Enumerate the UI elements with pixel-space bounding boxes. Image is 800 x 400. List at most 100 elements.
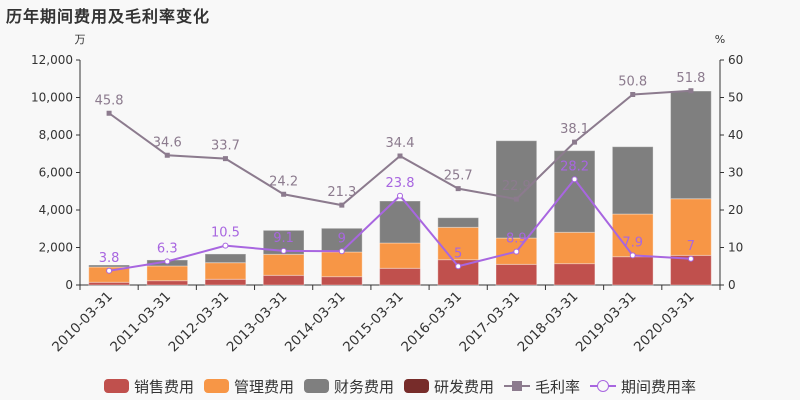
bar-segment[interactable] (379, 267, 421, 286)
bar-segment[interactable] (611, 213, 654, 258)
legend-item-admin[interactable]: 管理费用 (203, 376, 294, 397)
expense-rate-marker[interactable] (280, 247, 287, 254)
right-tick-label: 50 (728, 91, 743, 105)
bar-segment[interactable] (88, 264, 130, 268)
bar-segment[interactable] (379, 242, 421, 269)
bar-segment[interactable] (146, 265, 189, 282)
data-label: 3.8 (99, 251, 120, 266)
bar-segment[interactable] (262, 274, 305, 286)
bar-segment[interactable] (204, 262, 247, 280)
data-label: 50.8 (618, 75, 647, 90)
bar-segment[interactable] (437, 217, 480, 228)
bar-segment[interactable] (379, 200, 421, 244)
expense-rate-marker[interactable] (338, 248, 345, 255)
expense-rate-marker[interactable] (222, 242, 229, 249)
gross-margin-marker[interactable] (455, 186, 461, 192)
gross-margin-marker[interactable] (397, 153, 403, 159)
legend-label: 研发费用 (434, 377, 495, 396)
gross-margin-marker[interactable] (106, 110, 112, 116)
expense-rate-marker[interactable] (513, 248, 520, 255)
data-label: 51.8 (676, 71, 705, 86)
line-circle-marker-icon (590, 379, 617, 393)
x-tick-label: 2019-03-31 (573, 289, 640, 356)
legend-item-gross-margin[interactable]: 毛利率 (504, 376, 580, 397)
finance-swatch-icon (303, 379, 329, 393)
data-label: 34.6 (153, 135, 182, 150)
data-label: 9 (338, 231, 346, 246)
gross-margin-marker[interactable] (339, 202, 345, 208)
bar-segment[interactable] (320, 251, 363, 278)
gross-margin-marker[interactable] (513, 196, 519, 202)
expense-rate-marker[interactable] (629, 252, 636, 259)
data-label: 45.8 (95, 93, 124, 108)
left-tick-label: 4,000 (39, 203, 73, 217)
data-label: 7.9 (622, 235, 643, 250)
x-tick-label: 2010-03-31 (49, 289, 116, 356)
legend-item-finance[interactable]: 财务费用 (303, 376, 394, 397)
legend-label: 毛利率 (535, 377, 581, 396)
bar-segment[interactable] (204, 278, 247, 286)
left-tick-label: 10,000 (31, 91, 73, 105)
bar-segment[interactable] (495, 263, 538, 286)
left-tick-label: 12,000 (31, 53, 73, 67)
expense-rate-marker[interactable] (687, 255, 694, 262)
bar-segment[interactable] (611, 256, 654, 286)
bar-segment[interactable] (553, 263, 596, 286)
bar-segment[interactable] (553, 231, 596, 265)
expense-rate-marker[interactable] (571, 176, 578, 183)
chart-title: 历年期间费用及毛利率变化 (6, 7, 211, 26)
line-square-marker-icon (504, 379, 531, 393)
data-label: 23.8 (386, 176, 415, 191)
gross-margin-marker[interactable] (630, 92, 636, 97)
chart-legend: 销售费用 管理费用 财务费用 研发费用 毛利率 期间费用率 (0, 374, 800, 398)
left-unit-label: 万 (75, 33, 86, 46)
x-tick-label: 2018-03-31 (515, 289, 582, 356)
data-label: 8.9 (506, 232, 527, 247)
expense-rate-marker[interactable] (106, 267, 113, 274)
right-unit-label: % (715, 33, 725, 46)
expense-rate-marker[interactable] (164, 258, 171, 265)
legend-item-rnd[interactable]: 研发费用 (404, 376, 494, 397)
gross-margin-marker[interactable] (222, 156, 228, 162)
legend-label: 财务费用 (333, 377, 394, 396)
data-label: 5 (454, 246, 462, 261)
bar-segment[interactable] (262, 253, 305, 276)
data-label: 25.7 (444, 169, 473, 184)
data-label: 24.2 (269, 174, 298, 189)
data-label: 34.4 (386, 136, 415, 151)
bar-segment[interactable] (320, 276, 363, 286)
right-tick-label: 40 (728, 128, 743, 142)
right-tick-label: 60 (728, 53, 743, 67)
gross-margin-marker[interactable] (688, 88, 694, 94)
legend-label: 期间费用率 (621, 377, 697, 396)
right-tick-label: 20 (728, 203, 743, 217)
bar-segment[interactable] (437, 226, 480, 261)
bar-segment[interactable] (553, 150, 596, 233)
legend-item-sales[interactable]: 销售费用 (103, 376, 194, 397)
legend-item-expense-rate[interactable]: 期间费用率 (590, 376, 696, 397)
rnd-swatch-icon (404, 379, 429, 393)
bar-segment[interactable] (146, 280, 189, 286)
x-tick-label: 2011-03-31 (107, 289, 174, 356)
expense-rate-marker[interactable] (397, 192, 403, 199)
admin-swatch-icon (203, 379, 229, 393)
legend-label: 管理费用 (233, 377, 294, 396)
gross-margin-marker[interactable] (281, 191, 287, 197)
x-tick-label: 2013-03-31 (224, 289, 291, 356)
bar-segment[interactable] (670, 198, 712, 256)
bar-segment[interactable] (204, 253, 247, 264)
right-tick-label: 0 (728, 278, 736, 292)
data-label: 38.1 (560, 122, 589, 137)
data-label: 10.5 (211, 226, 240, 241)
gross-margin-marker[interactable] (572, 139, 578, 145)
bar-segment[interactable] (611, 146, 654, 215)
x-tick-label: 2014-03-31 (282, 289, 349, 356)
gross-margin-marker[interactable] (164, 152, 170, 158)
left-tick-label: 0 (65, 278, 73, 292)
data-label: 7 (687, 239, 695, 254)
bar-segment[interactable] (670, 90, 712, 200)
right-tick-label: 10 (728, 241, 743, 255)
expense-rate-marker[interactable] (455, 263, 462, 270)
bar-segment[interactable] (495, 140, 538, 239)
